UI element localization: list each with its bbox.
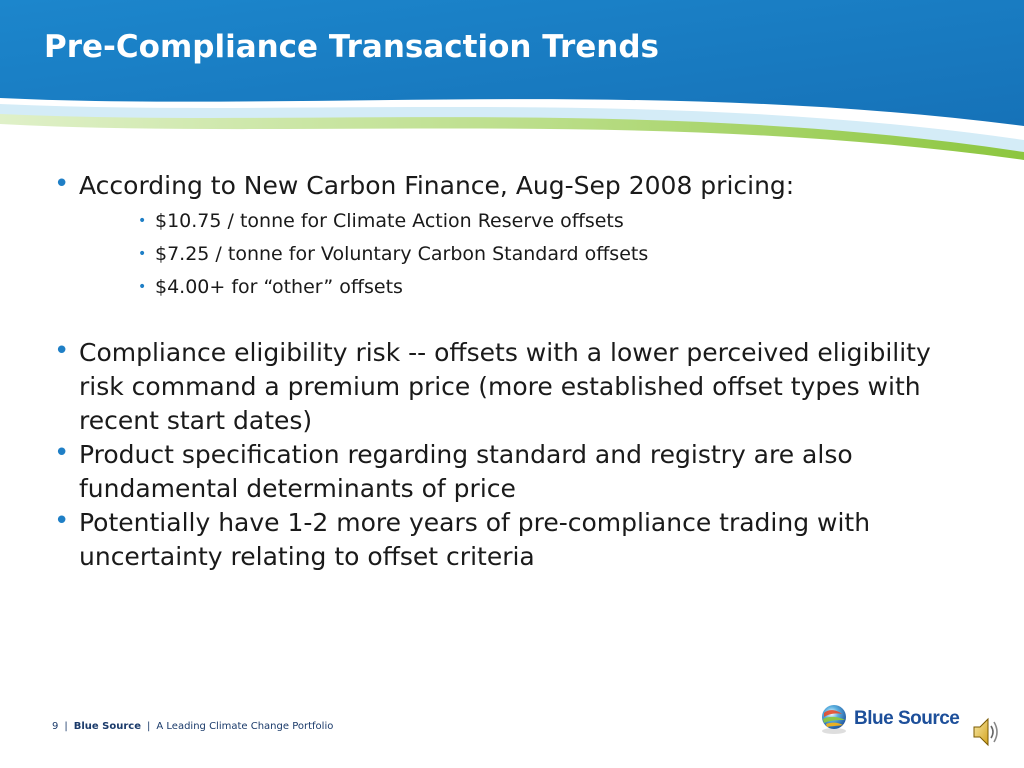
blue-source-logo: Blue Source [818,703,960,735]
sub-bullet-3-text: $4.00+ for “other” offsets [155,276,403,298]
bullet-2: • Compliance eligibility risk -- offsets… [54,336,954,438]
bullet-dot-icon: • [54,438,70,468]
sub-bullet-dot-icon: • [138,279,147,295]
bullet-dot-icon: • [54,506,70,536]
sub-bullet-2-text: $7.25 / tonne for Voluntary Carbon Stand… [155,243,649,265]
blue-source-globe-icon [822,705,846,734]
bullet-3-text: Product specification regarding standard… [79,440,853,503]
sub-bullet-dot-icon: • [138,246,147,262]
logo-wordmark: Blue Source [854,708,960,729]
header-wave-banner [0,0,1024,160]
speaker-icon[interactable] [972,714,1000,750]
page-number: 9 [52,721,59,732]
sub-bullet-1: • $10.75 / tonne for Climate Action Rese… [138,208,938,234]
sub-bullet-2: • $7.25 / tonne for Voluntary Carbon Sta… [138,241,938,267]
bullet-dot-icon: • [54,336,70,366]
bullet-4-text: Potentially have 1-2 more years of pre-c… [79,508,871,571]
bullet-3: • Product specification regarding standa… [54,438,954,506]
bullet-2-text: Compliance eligibility risk -- offsets w… [79,338,931,435]
bullet-dot-icon: • [54,169,70,199]
footer-separator: | [64,721,68,732]
sub-bullet-3: • $4.00+ for “other” offsets [138,274,938,300]
bullet-1: • According to New Carbon Finance, Aug-S… [54,169,954,203]
footer-brand: Blue Source [73,721,142,732]
slide-title: Pre-Compliance Transaction Trends [44,29,660,65]
bullet-4: • Potentially have 1-2 more years of pre… [54,506,954,574]
footer-tagline: A Leading Climate Change Portfolio [156,721,334,732]
slide-footer: 9 | Blue Source | A Leading Climate Change P… [52,721,333,732]
sub-bullet-dot-icon: • [138,213,147,229]
bullet-1-text: According to New Carbon Finance, Aug-Sep… [79,171,795,200]
sub-bullet-1-text: $10.75 / tonne for Climate Action Reserv… [155,210,624,232]
footer-separator: | [147,721,151,732]
